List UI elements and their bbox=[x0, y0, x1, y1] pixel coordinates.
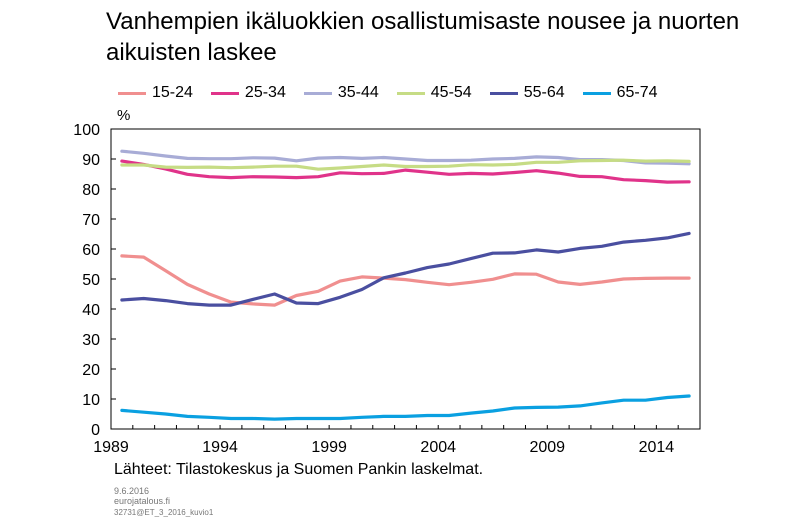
x-tick-label: 1994 bbox=[202, 439, 238, 456]
y-tick-label: 90 bbox=[82, 152, 100, 169]
x-tick-label: 1999 bbox=[311, 439, 347, 456]
legend-label: 35-44 bbox=[337, 84, 379, 101]
y-tick-label: 50 bbox=[82, 272, 100, 289]
y-tick-label: 80 bbox=[82, 182, 100, 199]
legend-swatch bbox=[210, 91, 239, 95]
footer-code: 32731@ET_3_2016_kuvio1 bbox=[114, 508, 214, 517]
legend-swatch bbox=[396, 91, 425, 95]
legend: 15-24 25-34 35-44 45-54 55-64 65-74 bbox=[118, 84, 676, 102]
legend-item-55-64: 55-64 bbox=[489, 84, 565, 102]
legend-item-45-54: 45-54 bbox=[396, 84, 472, 102]
legend-swatch bbox=[303, 91, 332, 95]
x-tick-label: 1989 bbox=[93, 439, 129, 456]
series-line-65-74 bbox=[120, 394, 691, 421]
legend-label: 55-64 bbox=[523, 84, 565, 101]
legend-label: 45-54 bbox=[430, 84, 472, 101]
legend-swatch bbox=[489, 91, 518, 95]
legend-label: 15-24 bbox=[152, 84, 193, 101]
y-tick-label: 60 bbox=[82, 242, 100, 259]
x-tick-label: 2009 bbox=[529, 439, 565, 456]
y-tick-label: 10 bbox=[82, 392, 100, 409]
legend-item-15-24: 15-24 bbox=[118, 84, 193, 102]
footer-site: eurojatalous.fi bbox=[114, 496, 171, 506]
series-line-45-54 bbox=[120, 158, 691, 171]
y-tick-label: 20 bbox=[82, 362, 100, 379]
legend-item-35-44: 35-44 bbox=[303, 84, 379, 102]
series-line-55-64 bbox=[120, 231, 691, 307]
legend-swatch bbox=[118, 91, 146, 95]
chart-title: Vanhempien ikäluokkien osallistumisaste … bbox=[106, 8, 740, 66]
x-tick-label: 2004 bbox=[420, 439, 456, 456]
legend-item-25-34: 25-34 bbox=[210, 84, 286, 102]
y-tick-label: 40 bbox=[82, 302, 100, 319]
series-line-15-24 bbox=[120, 254, 691, 307]
y-tick-label: 70 bbox=[82, 212, 100, 229]
series-line-25-34 bbox=[120, 159, 691, 184]
legend-label: 65-74 bbox=[616, 84, 658, 101]
footer-date: 9.6.2016 bbox=[114, 486, 150, 496]
legend-swatch bbox=[582, 91, 611, 95]
x-tick-label: 2014 bbox=[639, 439, 675, 456]
y-unit-label: % bbox=[117, 107, 131, 124]
legend-label: 25-34 bbox=[244, 84, 286, 101]
source-note: Lähteet: Tilastokeskus ja Suomen Pankin … bbox=[114, 461, 484, 478]
y-tick-label: 30 bbox=[82, 332, 100, 349]
y-tick-label: 0 bbox=[91, 422, 100, 439]
y-tick-label: 100 bbox=[73, 122, 100, 139]
legend-item-65-74: 65-74 bbox=[582, 84, 658, 102]
